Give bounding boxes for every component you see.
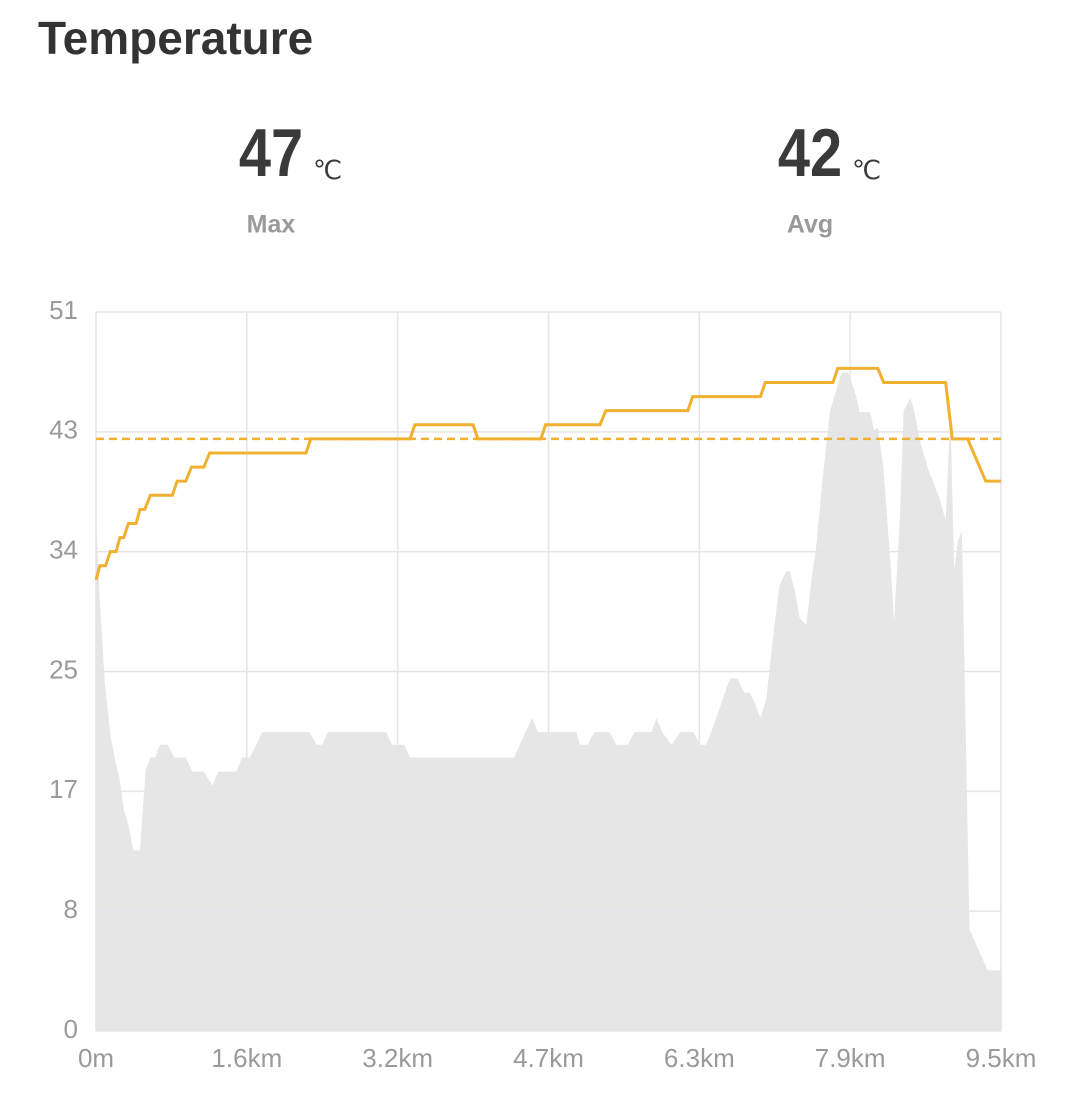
x-tick-label: 9.5km (966, 1043, 1037, 1073)
max-label: Max (247, 211, 296, 239)
avg-value: 42 (778, 116, 842, 191)
y-tick-label: 0 (64, 1014, 78, 1044)
y-tick-label: 25 (49, 654, 78, 684)
x-tick-label: 6.3km (664, 1043, 735, 1073)
x-tick-label: 7.9km (815, 1043, 886, 1073)
avg-label: Avg (787, 211, 833, 239)
avg-unit: ℃ (852, 155, 881, 185)
y-tick-label: 43 (49, 415, 78, 445)
chart-title: Temperature (38, 12, 313, 64)
y-tick-label: 17 (49, 774, 78, 804)
max-value: 47 (239, 116, 303, 191)
x-tick-label: 3.2km (362, 1043, 433, 1073)
y-tick-label: 34 (49, 535, 78, 565)
max-unit: ℃ (313, 155, 342, 185)
y-tick-label: 8 (64, 894, 78, 924)
x-tick-label: 1.6km (211, 1043, 282, 1073)
line (94, 366, 1001, 581)
area (96, 372, 1001, 1031)
x-tick-label: 0m (78, 1043, 114, 1073)
y-tick-label: 51 (49, 295, 78, 325)
x-tick-label: 4.7km (513, 1043, 584, 1073)
